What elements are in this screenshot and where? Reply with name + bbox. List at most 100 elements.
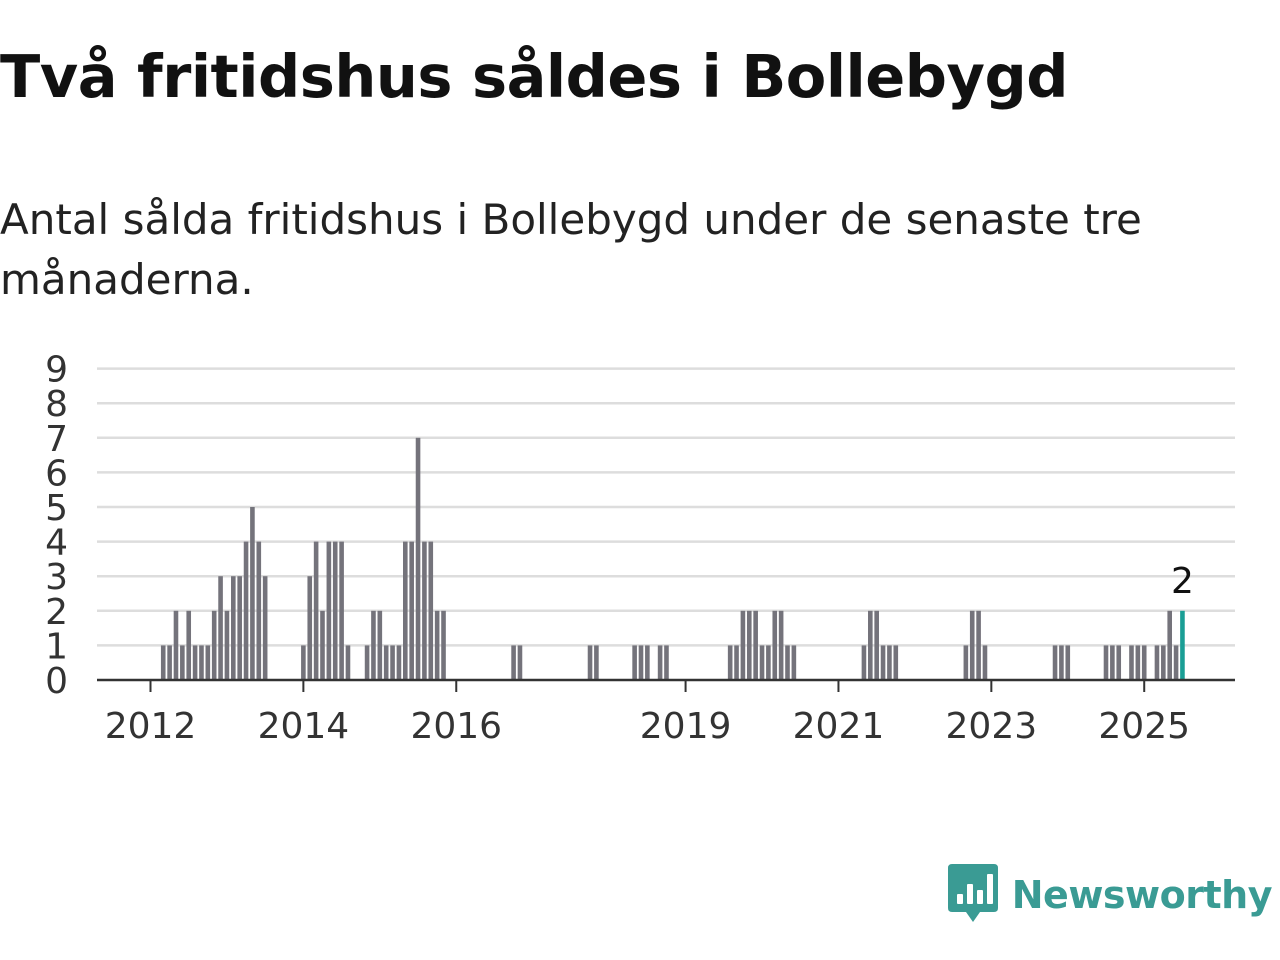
bar xyxy=(167,645,172,680)
bar xyxy=(218,576,223,680)
bar xyxy=(396,645,402,680)
bar-highlight xyxy=(1180,610,1185,680)
bar xyxy=(874,610,879,680)
bar xyxy=(250,507,255,680)
bar xyxy=(415,437,421,680)
bar xyxy=(441,610,446,680)
bar xyxy=(224,610,230,680)
bar xyxy=(1167,610,1172,680)
bar xyxy=(976,610,981,680)
bar xyxy=(766,645,771,680)
y-tick-label: 1 xyxy=(45,626,68,667)
x-tick-label: 2019 xyxy=(640,706,732,747)
bar xyxy=(664,645,669,680)
bar xyxy=(727,645,733,680)
bar xyxy=(772,610,778,680)
bar xyxy=(1135,645,1141,680)
y-tick-label: 6 xyxy=(45,453,68,494)
bar xyxy=(428,541,434,680)
bar xyxy=(969,610,975,680)
bar xyxy=(963,645,969,680)
bar xyxy=(383,645,389,680)
y-tick-label: 8 xyxy=(45,384,68,425)
bar xyxy=(231,576,236,680)
bar xyxy=(868,610,873,680)
bar xyxy=(1103,645,1109,680)
bar xyxy=(192,645,198,680)
x-tick-label: 2025 xyxy=(1098,706,1190,747)
y-tick-label: 0 xyxy=(45,661,68,702)
bar xyxy=(1116,645,1122,680)
bar xyxy=(594,645,599,680)
bar xyxy=(734,645,739,680)
bar xyxy=(243,541,249,680)
bar xyxy=(1129,645,1134,680)
bar xyxy=(632,645,637,680)
bar xyxy=(638,645,644,680)
bar xyxy=(1110,645,1115,680)
bar xyxy=(785,645,790,680)
bar xyxy=(791,645,797,680)
x-tick-label: 2012 xyxy=(105,706,197,747)
bar xyxy=(893,645,899,680)
bar xyxy=(301,645,306,680)
bar xyxy=(1065,645,1071,680)
x-tick-label: 2016 xyxy=(410,706,502,747)
bar xyxy=(861,645,867,680)
bar xyxy=(403,541,408,680)
bar xyxy=(211,610,217,680)
bar xyxy=(1052,645,1058,680)
bar xyxy=(390,645,395,680)
brand-name: Newsworthy xyxy=(1011,873,1273,917)
bar xyxy=(1173,645,1179,680)
bar xyxy=(326,541,332,680)
bar xyxy=(173,610,179,680)
y-tick-label: 7 xyxy=(45,419,68,460)
bar xyxy=(434,610,440,680)
bar xyxy=(332,541,338,680)
y-tick-label: 9 xyxy=(45,350,68,391)
bar xyxy=(740,610,746,680)
bar xyxy=(517,645,523,680)
bar xyxy=(262,576,268,680)
bar xyxy=(1059,645,1064,680)
bar xyxy=(377,610,383,680)
bar xyxy=(237,576,242,680)
x-tick-label: 2023 xyxy=(946,706,1038,747)
bar-chart-speech-bubble-icon xyxy=(947,864,998,922)
y-tick-label: 5 xyxy=(45,488,68,529)
chart-title: Två fritidshus såldes i Bollebygd xyxy=(0,42,1068,111)
y-tick-label: 4 xyxy=(45,523,68,564)
bar xyxy=(759,645,765,680)
bar xyxy=(982,645,988,680)
bar xyxy=(887,645,892,680)
bar xyxy=(256,541,262,680)
bar xyxy=(320,610,325,680)
bar xyxy=(645,645,650,680)
bar xyxy=(180,645,185,680)
bar xyxy=(205,645,211,680)
y-tick-label: 3 xyxy=(45,557,68,598)
bar xyxy=(1141,645,1147,680)
x-tick-label: 2014 xyxy=(258,706,350,747)
bar xyxy=(364,645,370,680)
bar xyxy=(880,645,886,680)
bar xyxy=(186,610,192,680)
bar xyxy=(371,610,376,680)
bar xyxy=(199,645,204,680)
bar xyxy=(422,541,427,680)
bar xyxy=(339,541,344,680)
bar-annotation-label: 2 xyxy=(1171,561,1194,602)
bar xyxy=(657,645,663,680)
bar xyxy=(409,541,414,680)
bar xyxy=(307,576,313,680)
bar xyxy=(345,645,351,680)
bar xyxy=(1154,645,1160,680)
newsworthy-brand: Newsworthy xyxy=(947,864,1273,926)
x-tick-label: 2021 xyxy=(793,706,885,747)
bar xyxy=(1161,645,1166,680)
bar xyxy=(313,541,319,680)
y-tick-label: 2 xyxy=(45,592,68,633)
bar xyxy=(511,645,516,680)
